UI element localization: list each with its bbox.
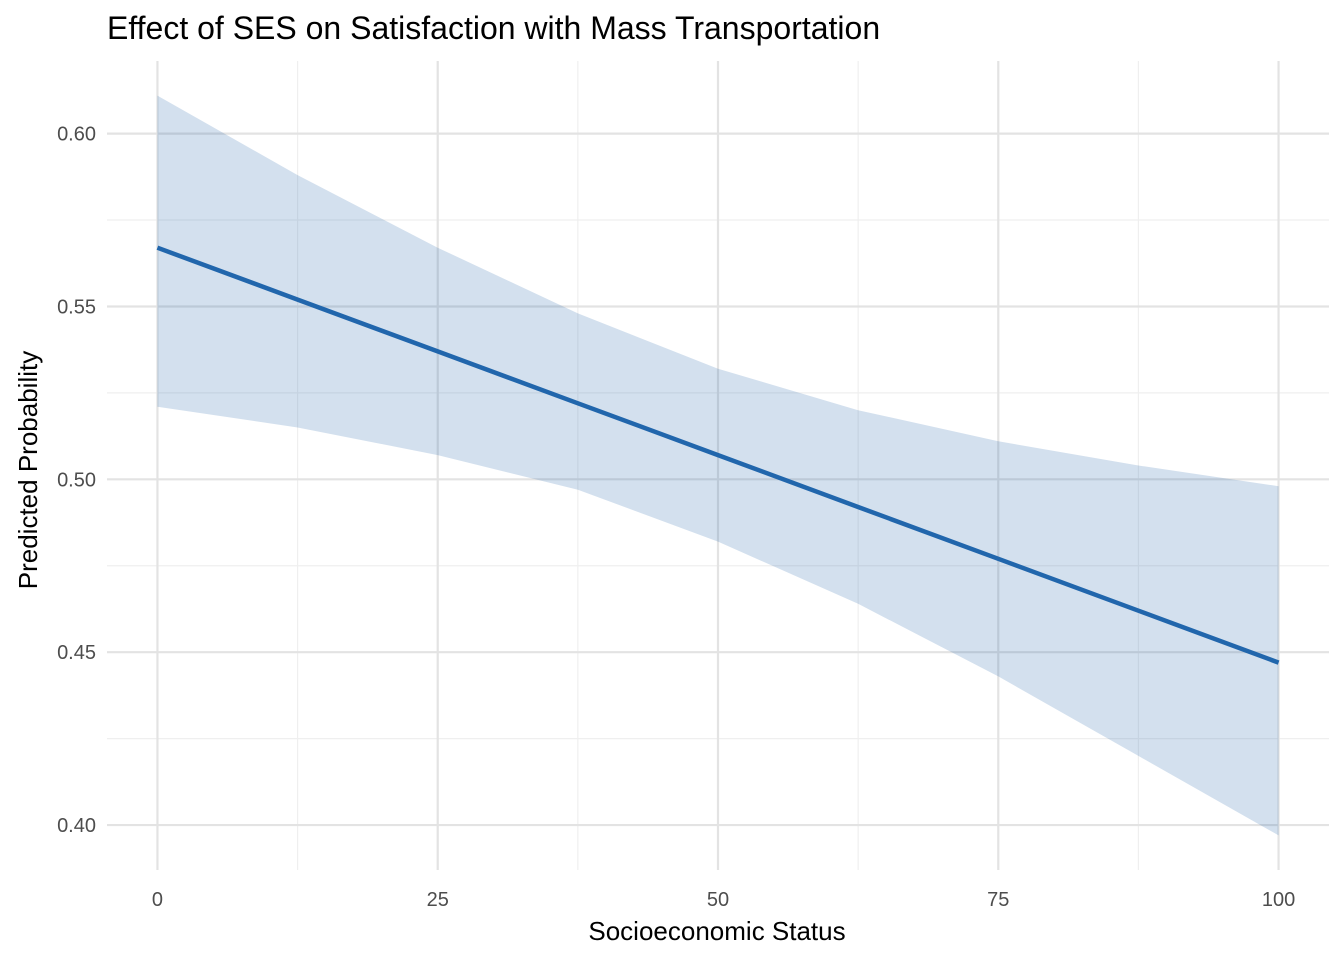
y-axis-tick-labels: 0.40 0.45 0.50 0.55 0.60 <box>57 124 96 837</box>
x-axis-tick-labels: 0 25 50 75 100 <box>152 889 1295 911</box>
x-tick-label: 0 <box>152 889 163 911</box>
x-tick-label: 50 <box>707 889 729 911</box>
y-tick-label: 0.50 <box>57 469 96 491</box>
prediction-line <box>156 245 1280 665</box>
y-tick-label: 0.55 <box>57 296 96 318</box>
x-tick-label: 100 <box>1262 889 1295 911</box>
y-tick-label: 0.40 <box>57 815 96 837</box>
confidence-band <box>157 95 1279 836</box>
y-tick-label: 0.60 <box>57 124 96 146</box>
x-tick-label: 25 <box>427 889 449 911</box>
major-gridlines <box>107 61 1329 870</box>
y-tick-label: 0.45 <box>57 642 96 664</box>
x-axis-title: Socioeconomic Status <box>588 916 845 946</box>
y-axis-title: Predicted Probability <box>13 351 43 589</box>
chart-title: Effect of SES on Satisfaction with Mass … <box>107 10 880 46</box>
plot-marks <box>156 95 1280 836</box>
x-tick-label: 75 <box>987 889 1009 911</box>
